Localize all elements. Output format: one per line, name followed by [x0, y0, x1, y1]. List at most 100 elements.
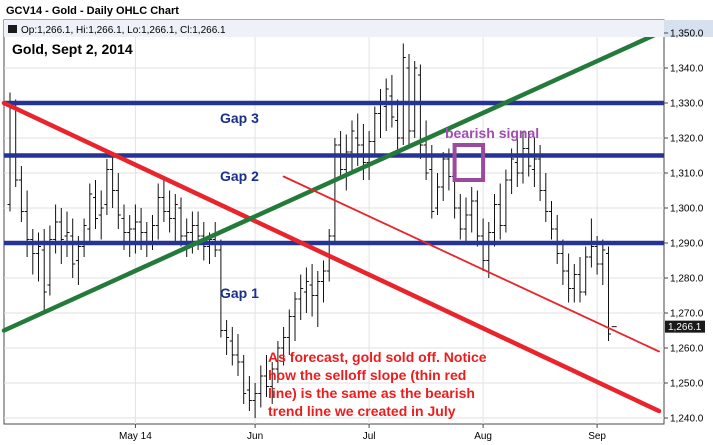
- y-tick-label: 1,310.0: [670, 169, 704, 180]
- y-tick-label: 1,280.0: [670, 274, 704, 285]
- ohlc-bar: [30, 229, 36, 275]
- ohlc-bar: [412, 61, 418, 138]
- bearish-signal-box: [452, 143, 486, 182]
- gap1-label: Gap 1: [220, 285, 259, 301]
- ohlc-bar: [81, 218, 87, 257]
- ohlc-bar: [167, 190, 173, 233]
- ohlc-bar: [269, 362, 275, 404]
- x-axis: May 14 Jun Jul Aug Sep: [119, 424, 606, 442]
- chart-header: GCV14 - Gold - Daily OHLC Chart Op:1,266…: [4, 5, 664, 57]
- y-tick-label: 1,240.0: [670, 414, 704, 425]
- bearish-trend-line: [1, 100, 662, 414]
- ohlc-bar: [303, 267, 309, 313]
- support-trend-line: [1, 30, 662, 333]
- ohlc-bar: [423, 120, 429, 180]
- ohlc-bar: [503, 169, 509, 233]
- ohlc-bar: [252, 383, 258, 418]
- last-price-marker: [665, 320, 705, 333]
- note-line-1: As forecast, gold sold off. Notice: [268, 349, 487, 365]
- ohlc-bar: [514, 138, 520, 187]
- ohlc-bar: [178, 197, 184, 247]
- ohlc-bar: [24, 190, 30, 257]
- ohlc-bar: [474, 190, 480, 247]
- legend-swatch: [8, 25, 17, 33]
- gap2-label: Gap 2: [220, 168, 259, 184]
- signal-box-group: [452, 143, 486, 182]
- x-tick-label: Jul: [363, 431, 376, 442]
- ohlc-legend: Op:1,266.1, Hi:1,266.1, Lo:1,266.1, Cl:1…: [8, 25, 226, 36]
- ohlc-bar: [400, 43, 406, 145]
- ohlc-bar: [64, 211, 70, 257]
- y-tick-label: 1,350.0: [670, 29, 704, 40]
- ohlc-bar: [292, 292, 298, 341]
- ohlc-bar: [435, 173, 440, 215]
- ohlc-bar: [184, 218, 190, 257]
- y-tick-label: 1,330.0: [670, 99, 704, 110]
- selloff-slope-line: [282, 175, 660, 353]
- y-tick-label: 1,300.0: [670, 204, 704, 215]
- note-line-4: trend line we created in July: [268, 403, 456, 419]
- ohlc-bar: [104, 159, 110, 215]
- ohlc-bar: [53, 204, 59, 254]
- ohlc-bar: [93, 180, 98, 229]
- ohlc-bar: [264, 355, 269, 397]
- ohlc-bar: [127, 215, 133, 257]
- ohlc-bar: [321, 260, 326, 303]
- y-axis-top-band: [664, 20, 713, 37]
- note-line-3: line) is the same as the bearish: [268, 385, 475, 401]
- ohlc-bar: [218, 239, 224, 338]
- ohlc-bar: [463, 197, 469, 243]
- gap3-label: Gap 3: [220, 110, 259, 126]
- ohlc-bar: [18, 166, 24, 222]
- ohlc-bar: [47, 225, 53, 296]
- ohlc-bar: [360, 124, 366, 180]
- ohlc-bar: [155, 183, 161, 240]
- ohlc-bar: [110, 152, 116, 208]
- ohlc-bar: [469, 187, 475, 233]
- ohlc-bar: [543, 173, 549, 222]
- ohlc-bar: [606, 246, 611, 341]
- ohlc-bar: [281, 327, 287, 366]
- annotations: Gap 3 Gap 2 Gap 1 bearish signal As fore…: [220, 110, 539, 419]
- ohlc-bar: [309, 264, 315, 317]
- header-band: [4, 20, 664, 37]
- y-tick-label: 1,250.0: [670, 379, 704, 390]
- ohlc-bar: [395, 99, 401, 152]
- ohlc-bar: [98, 190, 104, 240]
- x-tick-label: Jun: [247, 431, 263, 442]
- trend-lines: [1, 30, 662, 414]
- ohlc-bar: [286, 309, 292, 355]
- last-price-label: 1,266.1: [668, 322, 702, 333]
- ohlc-bar: [229, 327, 235, 366]
- ohlc-bar: [486, 222, 492, 278]
- ohlc-bar: [554, 215, 560, 264]
- ohlc-bar: [224, 320, 230, 355]
- y-tick-label: 1,260.0: [670, 344, 704, 355]
- x-tick-label: Sep: [588, 431, 606, 442]
- plot-frame: [3, 19, 665, 425]
- ohlc-bar: [583, 246, 589, 296]
- ohlc-bar: [497, 183, 503, 240]
- ohlc-bar: [212, 222, 218, 257]
- ohlc-bar: [549, 201, 554, 240]
- ohlc-bar: [235, 334, 241, 376]
- ohlc-bar: [58, 208, 64, 264]
- ohlc-bar: [600, 239, 606, 285]
- ohlc-bar: [440, 152, 446, 201]
- ohlc-bar: [298, 274, 304, 320]
- ohlc-bar: [161, 176, 167, 222]
- bearish-signal-label: bearish signal: [445, 125, 539, 141]
- ohlc-bar: [172, 194, 178, 243]
- ohlc-bar: [87, 183, 93, 243]
- y-tick-label: 1,320.0: [670, 134, 704, 145]
- ohlc-bar: [406, 54, 412, 145]
- ohlc-bar: [258, 365, 264, 408]
- ohlc-bar: [315, 271, 321, 327]
- ohlc-bar: [115, 173, 121, 229]
- ohlc-bar: [560, 239, 566, 285]
- ohlc-bar: [241, 355, 247, 404]
- ohlc-bar: [372, 106, 378, 156]
- ohlc-readout: Op:1,266.1, Hi:1,266.1, Lo:1,266.1, Cl:1…: [21, 25, 226, 36]
